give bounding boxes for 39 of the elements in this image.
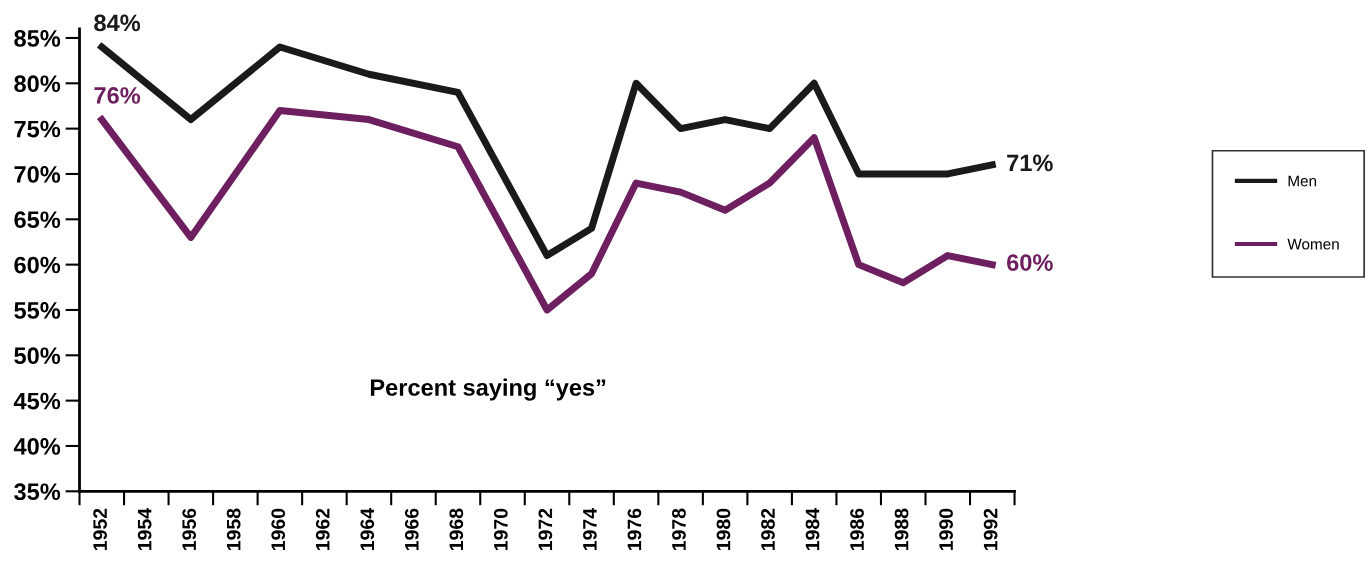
y-tick-label: 70% [14,166,61,183]
y-tick-label: 50% [14,347,61,365]
x-tick-label: 1978 [672,508,686,550]
x-tick-label: 1992 [983,508,998,550]
legend-label: Women [1287,238,1339,250]
y-tick-label: 80% [14,75,61,93]
x-tick-label: 1972 [538,508,553,550]
x-tick-label: 1990 [939,508,953,550]
y-tick-label: 60% [14,256,61,274]
x-tick-label: 1970 [493,508,508,550]
data-label: 84% [94,14,141,32]
x-tick-label: 1988 [894,508,909,550]
x-tick-label: 1980 [716,508,731,550]
y-tick-label: 75% [14,120,61,138]
x-tick-label: 1962 [315,508,330,550]
x-tick-label: 1966 [404,508,419,550]
x-tick-label: 1964 [360,508,375,550]
y-tick-label: 65% [14,211,61,229]
x-tick-label: 1968 [449,508,464,550]
x-tick-label: 1958 [226,508,241,550]
y-tick-label: 40% [13,438,61,455]
y-tick-label: 55% [14,302,61,319]
x-tick-label: 1986 [850,508,864,550]
y-tick-label: 35% [14,483,61,501]
x-tick-label: 1982 [761,508,775,550]
data-label: 71% [1007,154,1053,172]
legend-label: Men [1288,175,1317,187]
x-tick-label: 1976 [627,508,642,550]
x-tick-label: 1960 [271,508,286,550]
x-tick-label: 1984 [805,508,820,550]
x-tick-label: 1956 [182,508,197,550]
x-tick-label: 1974 [583,508,597,550]
y-tick-label: 85% [14,30,61,47]
x-tick-label: 1954 [137,508,152,550]
data-label: 76% [94,87,141,104]
data-label: 60% [1007,254,1053,271]
y-tick-label: 45% [13,392,61,410]
x-tick-label: 1952 [93,508,107,550]
annotation: Percent saying “yes” [370,378,606,401]
